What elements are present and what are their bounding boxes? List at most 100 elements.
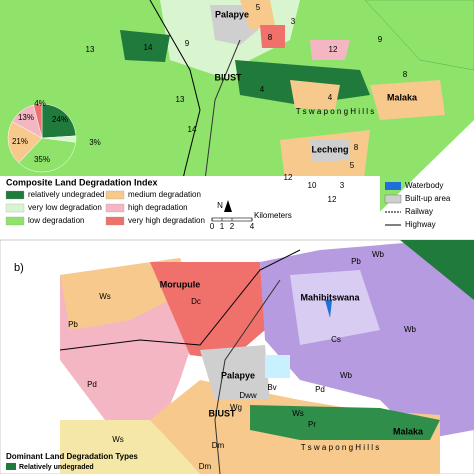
pie-label: 24% [52,115,68,124]
cs-area [290,270,380,345]
legend-swatch [105,216,125,226]
map-label: 8 [354,143,359,152]
high-area [310,40,350,60]
map-label: 12 [329,45,338,54]
map-label: 14 [188,125,197,134]
north-label: N [217,201,223,210]
highway [214,279,281,474]
map-label: 8 [403,70,408,79]
map-label: Bv [267,383,276,392]
map-label: 12 [328,195,337,204]
place-label: Malaka [387,92,418,102]
map-label: Ws [292,409,304,418]
map-label: T s w a p o n g H i l l s [296,107,375,116]
map-label: 10 [308,181,317,190]
map-label: Pd [87,380,97,389]
legend-label: relatively undegraded [28,190,105,199]
waterbody [325,300,332,318]
legend-label: Built-up area [405,194,451,203]
place-label: BIUST [215,72,243,82]
legend-swatch [5,203,25,213]
place-label: BIUST [209,408,237,418]
map-label: 5 [350,161,355,170]
map-label: Wb [404,325,417,334]
railway [59,249,301,351]
legend-background [0,176,380,236]
legend-swatch [5,190,25,200]
map-label: Pb [68,320,78,329]
map-label: 9 [185,39,190,48]
bottom-labels: Ws Morupule Dc Mahibitswana Cs Wb Wb Pb Pd Palapy… [68,250,424,471]
map-label: 4 [328,93,333,102]
legend-swatch [385,182,401,190]
scale-tick-label: 4 [250,222,255,231]
built-up [200,345,270,400]
legend-label: Railway [405,207,433,216]
map-label: Pb [351,257,361,266]
legend-title: Composite Land Degradation Index [6,177,158,187]
undegraded-area [400,240,474,300]
scale-tick-label: 1 [220,222,225,231]
north-arrow [224,200,232,212]
map-label: 14 [144,43,153,52]
map-label: T s w a p o n g H i l l s [301,443,380,452]
map-label: 3 [340,181,345,190]
place-label: Lecheng [311,144,348,154]
medium-area [370,80,445,120]
pie-slice [18,137,77,173]
pie-label: 21% [12,137,28,146]
scale-tick-label: 0 [210,222,215,231]
map-label: Pr [308,420,316,429]
map-label: 5 [256,3,261,12]
legend-swatch [105,203,125,213]
outside-area [355,120,474,236]
medium-area [290,80,340,110]
map-label: Dm [212,441,225,450]
legend-title: Dominant Land Degradation Types [6,452,138,461]
map-label: Dc [191,297,201,306]
map-label: Ws [99,292,111,301]
pie-label: 4% [34,99,46,108]
legend-label: very low degradation [28,203,102,212]
scale-title: Kilometers [254,211,292,220]
pie-slice [7,121,43,164]
map-label: 12 [284,173,293,182]
legend-swatch [384,194,402,204]
map-label: Dww [239,391,257,400]
map-label: 3 [291,17,296,26]
map-label: Dm [199,462,212,471]
map-label: 4 [260,85,265,94]
legend-label: very high degradation [128,216,205,225]
place-label: Palapye [215,9,249,19]
map-label: Wb [372,250,385,259]
legend-label: Relatively undegraded [19,464,94,471]
pie-slice [33,103,43,139]
scale-bar: Kilometers 0 1 2 4 [210,211,292,231]
map-label: Pd [315,385,325,394]
map-label: Wb [340,371,353,380]
legend-label: medium degradation [128,190,201,199]
legend-swatch [5,216,25,226]
legend-swatch [105,190,125,200]
map-label: Cs [331,335,341,344]
legend-label: low degradation [28,216,84,225]
map-label: 9 [378,35,383,44]
very-high-area [260,25,285,48]
pie-label: 35% [34,155,50,164]
built-up [310,140,350,162]
medium-area [240,0,275,30]
undegraded-area [120,30,170,62]
hills-area [250,405,440,440]
pie-label: 3% [89,138,101,147]
top-labels: 13 14 Palapye 5 3 8 9 9 12 BIUST 4 4 Malaka T s w a p… [86,3,418,204]
dww-area [265,355,290,378]
map-label: 13 [176,95,185,104]
pie-label: 13% [18,113,34,122]
place-label: Palapye [221,370,255,380]
scale-tick-label: 2 [230,222,235,231]
map-label: Wg [230,403,242,412]
map-label: 8 [268,33,273,42]
low-area [364,0,474,71]
pie-chart: 24% 3% 35% 21% 13%4% [7,99,101,173]
